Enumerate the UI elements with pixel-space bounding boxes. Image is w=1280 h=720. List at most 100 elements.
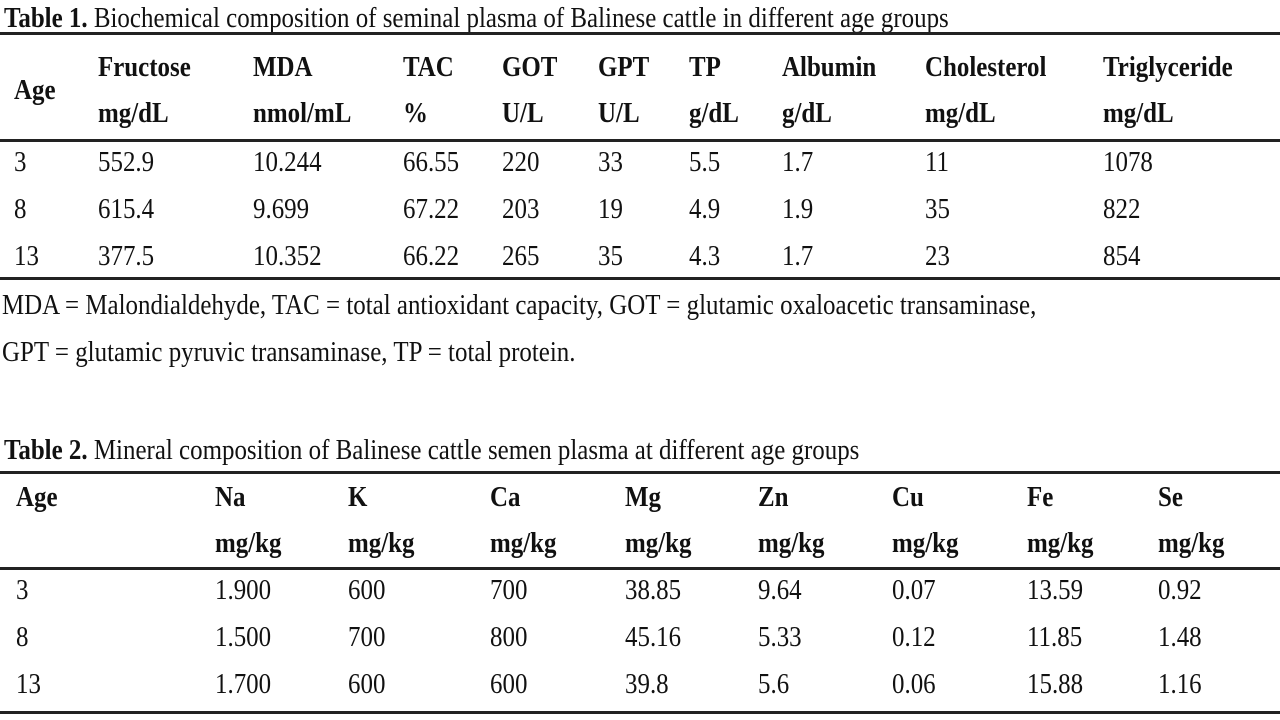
column-unit-tp: g/dL xyxy=(689,97,739,129)
table-cell: 11 xyxy=(925,146,950,178)
table-cell: 600 xyxy=(348,574,386,606)
table-cell: 5.6 xyxy=(758,668,790,700)
column-unit-fe: mg/kg xyxy=(1027,527,1094,559)
table2-caption-text: Mineral composition of Balinese cattle s… xyxy=(87,434,860,466)
table2-header-rule xyxy=(0,567,1280,570)
table-cell: 700 xyxy=(348,621,386,653)
column-header-mda: MDA xyxy=(253,51,313,83)
table-cell: 10.244 xyxy=(253,146,322,178)
table2-label: Table 2. xyxy=(4,434,88,466)
table-cell: 23 xyxy=(925,240,950,272)
table-cell: 203 xyxy=(502,193,540,225)
table-cell: 3 xyxy=(16,574,29,606)
table-cell: 3 xyxy=(14,146,27,178)
table2-bottom-rule xyxy=(0,711,1280,714)
table-cell: 66.22 xyxy=(403,240,460,272)
table2-caption: Table 2. Mineral composition of Balinese… xyxy=(4,435,859,465)
table-cell: 377.5 xyxy=(98,240,155,272)
table1-footnote-line2: GPT = glutamic pyruvic transaminase, TP … xyxy=(2,336,576,368)
column-unit-cu: mg/kg xyxy=(892,527,959,559)
column-unit-na: mg/kg xyxy=(215,527,282,559)
table-cell: 67.22 xyxy=(403,193,460,225)
column-header-k: K xyxy=(348,481,368,513)
table-cell: 13 xyxy=(16,668,41,700)
table-cell: 600 xyxy=(348,668,386,700)
column-header-age: Age xyxy=(16,481,58,513)
column-header-fe: Fe xyxy=(1027,481,1054,513)
table1-caption-text: Biochemical composition of seminal plasm… xyxy=(87,2,949,34)
table-cell: 1.900 xyxy=(215,574,272,606)
column-unit-se: mg/kg xyxy=(1158,527,1225,559)
table-cell: 5.5 xyxy=(689,146,721,178)
table-cell: 13.59 xyxy=(1027,574,1084,606)
table-cell: 19 xyxy=(598,193,623,225)
column-header-triglyceride: Triglyceride xyxy=(1103,51,1233,83)
table2-top-rule xyxy=(0,471,1280,474)
table-cell: 1.48 xyxy=(1158,621,1202,653)
table-cell: 13 xyxy=(14,240,39,272)
table-cell: 8 xyxy=(14,193,27,225)
table-cell: 1.16 xyxy=(1158,668,1202,700)
table-cell: 0.92 xyxy=(1158,574,1202,606)
column-unit-got: U/L xyxy=(502,97,544,129)
table-cell: 0.07 xyxy=(892,574,936,606)
table-cell: 1.500 xyxy=(215,621,272,653)
table-cell: 1.700 xyxy=(215,668,272,700)
column-unit-albumin: g/dL xyxy=(782,97,832,129)
column-unit-cholesterol: mg/dL xyxy=(925,97,996,129)
table-cell: 15.88 xyxy=(1027,668,1084,700)
table-cell: 4.3 xyxy=(689,240,721,272)
column-header-age: Age xyxy=(14,74,56,106)
table-cell: 700 xyxy=(490,574,528,606)
column-header-mg: Mg xyxy=(625,481,662,513)
table-cell: 8 xyxy=(16,621,29,653)
table-cell: 1.7 xyxy=(782,146,814,178)
column-header-se: Se xyxy=(1158,481,1183,513)
table-cell: 265 xyxy=(502,240,540,272)
table-cell: 0.12 xyxy=(892,621,936,653)
table-cell: 1078 xyxy=(1103,146,1153,178)
table-cell: 35 xyxy=(598,240,623,272)
column-header-tp: TP xyxy=(689,51,721,83)
column-unit-tac: % xyxy=(403,97,428,129)
table-cell: 1.9 xyxy=(782,193,814,225)
table-cell: 9.699 xyxy=(253,193,310,225)
table-cell: 9.64 xyxy=(758,574,802,606)
table1-caption: Table 1. Biochemical composition of semi… xyxy=(4,3,949,33)
table-cell: 45.16 xyxy=(625,621,682,653)
table1-top-rule xyxy=(0,32,1280,35)
column-header-gpt: GPT xyxy=(598,51,650,83)
column-header-zn: Zn xyxy=(758,481,789,513)
column-unit-gpt: U/L xyxy=(598,97,640,129)
table-cell: 822 xyxy=(1103,193,1141,225)
table1-footnote-line1: MDA = Malondialdehyde, TAC = total antio… xyxy=(2,289,1037,321)
table1-header-rule xyxy=(0,139,1280,142)
table-cell: 552.9 xyxy=(98,146,155,178)
table1-label: Table 1. xyxy=(4,2,88,34)
column-header-cu: Cu xyxy=(892,481,924,513)
column-header-na: Na xyxy=(215,481,246,513)
column-header-fructose: Fructose xyxy=(98,51,191,83)
table-cell: 35 xyxy=(925,193,950,225)
table-cell: 4.9 xyxy=(689,193,721,225)
table-cell: 66.55 xyxy=(403,146,460,178)
column-unit-triglyceride: mg/dL xyxy=(1103,97,1174,129)
column-unit-mg: mg/kg xyxy=(625,527,692,559)
column-header-ca: Ca xyxy=(490,481,521,513)
table-cell: 600 xyxy=(490,668,528,700)
table-cell: 33 xyxy=(598,146,623,178)
column-unit-ca: mg/kg xyxy=(490,527,557,559)
column-unit-zn: mg/kg xyxy=(758,527,825,559)
table-cell: 11.85 xyxy=(1027,621,1083,653)
column-unit-mda: nmol/mL xyxy=(253,97,352,129)
column-header-tac: TAC xyxy=(403,51,454,83)
table-cell: 615.4 xyxy=(98,193,155,225)
table-cell: 10.352 xyxy=(253,240,322,272)
column-unit-k: mg/kg xyxy=(348,527,415,559)
table-cell: 854 xyxy=(1103,240,1141,272)
table1-bottom-rule xyxy=(0,277,1280,280)
column-header-albumin: Albumin xyxy=(782,51,877,83)
table-cell: 220 xyxy=(502,146,540,178)
column-header-cholesterol: Cholesterol xyxy=(925,51,1047,83)
table-cell: 39.8 xyxy=(625,668,669,700)
